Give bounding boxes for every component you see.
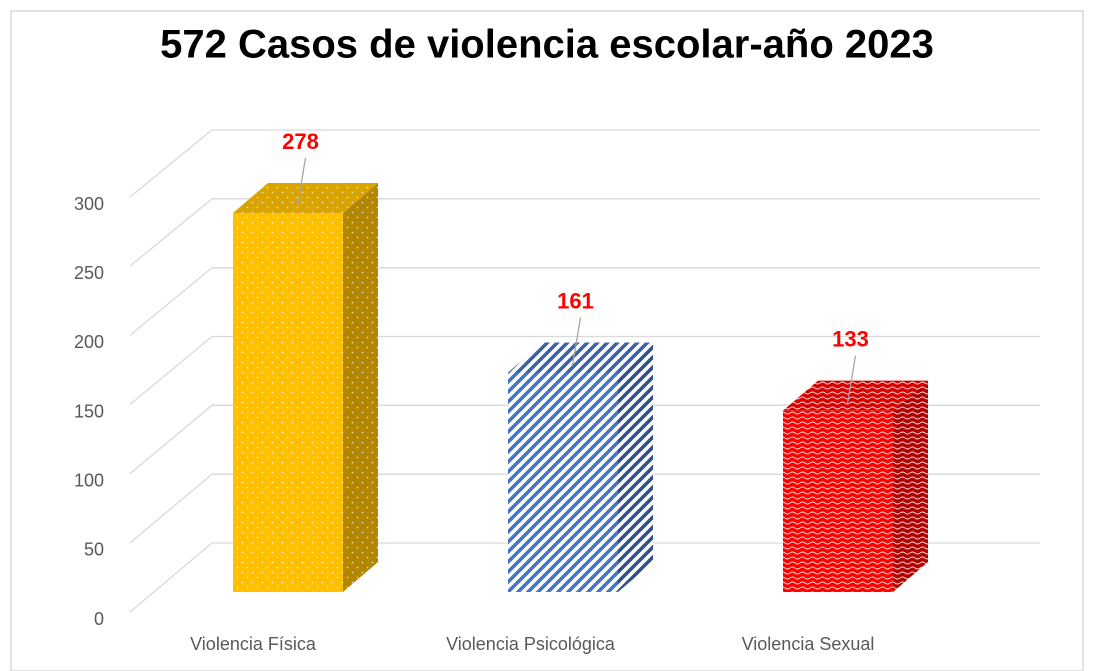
bar-top (233, 183, 378, 213)
x-tick-label: Violencia Psicológica (446, 634, 616, 654)
leader-line (571, 317, 582, 366)
y-tick-label: 250 (74, 263, 104, 283)
y-tick-label: 0 (94, 609, 104, 629)
y-tick-label: 200 (74, 332, 104, 352)
y-tick-label: 300 (74, 194, 104, 214)
grid-line (129, 129, 1040, 198)
bar-top (783, 380, 928, 411)
y-tick-label: 150 (74, 401, 104, 421)
bar-top (508, 342, 653, 373)
grid-line (129, 542, 1040, 613)
chart-title: 572 Casos de violencia escolar-año 2023 (160, 23, 934, 67)
grid-line (129, 335, 1040, 406)
bar-side (893, 380, 928, 592)
grid-line (129, 267, 1040, 336)
data-label: 278 (282, 129, 319, 154)
leader-line (296, 157, 307, 207)
grid-line (129, 404, 1040, 475)
grid-line (129, 198, 1040, 267)
bar (233, 213, 343, 592)
y-tick-label: 50 (84, 540, 104, 560)
data-label: 133 (832, 326, 869, 351)
bar-side (618, 342, 653, 592)
leader-line (846, 355, 857, 404)
x-tick-label: Violencia Física (190, 634, 317, 654)
grid-line (129, 473, 1040, 544)
bar (508, 372, 618, 592)
x-tick-label: Violencia Sexual (742, 634, 875, 654)
bar (783, 410, 893, 592)
bar-side (343, 183, 378, 592)
y-tick-label: 100 (74, 470, 104, 490)
data-label: 161 (557, 288, 594, 313)
